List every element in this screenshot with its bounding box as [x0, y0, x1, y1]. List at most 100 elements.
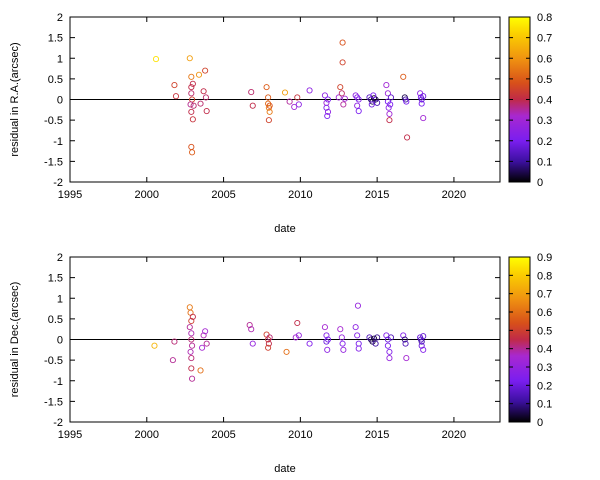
- dec-colorbar-tick-label: 0.5: [537, 325, 552, 337]
- dec-data-point: [374, 334, 381, 341]
- dec-y-tick-label: -1: [53, 376, 63, 388]
- dec-colorbar-tick-label: 0.7: [537, 289, 552, 301]
- ra-colorbar-tick-label: 0.1: [537, 156, 552, 168]
- ra-data-point: [171, 82, 178, 89]
- ra-x-ticks: 1995 2000 2005 2010 2015 2020: [58, 17, 466, 201]
- ra-x-tick-label: 2020: [442, 189, 466, 201]
- dec-data-point: [292, 334, 299, 341]
- ra-points: [152, 39, 427, 156]
- ra-data-point: [371, 95, 378, 102]
- dec-data-point: [352, 324, 359, 331]
- ra-data-point: [403, 98, 410, 105]
- dec-data-point: [400, 332, 407, 339]
- ra-data-point: [418, 100, 425, 107]
- ra-data-point: [323, 99, 330, 106]
- ra-data-point: [340, 101, 347, 108]
- dec-data-point: [420, 333, 427, 340]
- dec-data-point: [266, 334, 273, 341]
- ra-x-tick-label: 1995: [58, 189, 82, 201]
- ra-data-point: [339, 39, 346, 46]
- ra-data-point: [263, 84, 270, 91]
- dec-data-point: [306, 340, 313, 347]
- dec-data-point: [263, 331, 270, 338]
- dec-data-point: [188, 365, 195, 372]
- dec-data-point: [339, 340, 346, 347]
- ra-data-point: [188, 73, 195, 80]
- ra-y-ticks: -2 -1.5 -1 -0.5 0 0.5 1 1.5 2: [44, 12, 500, 189]
- dec-x-tick-label: 2015: [365, 429, 389, 441]
- dec-points: [151, 302, 427, 382]
- dec-data-point: [283, 348, 290, 355]
- ra-colorbar-tick-label: 0.6: [537, 53, 552, 65]
- dec-data-point: [384, 342, 391, 349]
- ra-data-point: [265, 94, 272, 101]
- dec-data-point: [171, 338, 178, 345]
- dec-y-tick-label: 1: [57, 293, 63, 305]
- dec-x-ticks: 1995 2000 2005 2010 2015 2020: [58, 257, 466, 441]
- dec-data-point: [169, 357, 176, 364]
- dec-data-point: [248, 326, 255, 333]
- ra-data-point: [186, 55, 193, 62]
- ra-data-point: [188, 90, 195, 97]
- dec-colorbar: [508, 256, 531, 423]
- ra-data-point: [188, 84, 195, 91]
- ra-data-point: [203, 108, 210, 115]
- ra-data-point: [248, 89, 255, 96]
- ra-data-point: [384, 90, 391, 97]
- ra-data-point: [323, 104, 330, 111]
- dec-data-point: [200, 332, 207, 339]
- ra-data-point: [189, 80, 196, 87]
- ra-data-point: [265, 117, 272, 124]
- ra-data-point: [368, 101, 375, 108]
- dec-colorbar-tick-label: 0.9: [537, 252, 552, 264]
- ra-data-point: [321, 92, 328, 99]
- dec-x-tick-label: 1995: [58, 429, 82, 441]
- ra-y-tick-label: 1: [57, 53, 63, 65]
- dec-colorbar-tick-label: 0.4: [537, 344, 552, 356]
- ra-data-point: [200, 88, 207, 95]
- ra-data-point: [172, 93, 180, 100]
- dec-data-point: [340, 346, 347, 353]
- dec-y-tick-label: -2: [53, 417, 63, 429]
- dec-data-point: [188, 330, 195, 337]
- ra-data-point: [324, 112, 331, 120]
- ra-y-tick-label: 2: [57, 12, 63, 24]
- dec-data-point: [372, 340, 379, 347]
- ra-data-point: [400, 73, 407, 80]
- dec-data-point: [294, 319, 301, 327]
- ra-data-point: [286, 98, 293, 105]
- ra-data-point: [324, 108, 332, 115]
- ra-data-point: [354, 102, 361, 109]
- ra-data-point: [420, 115, 427, 122]
- ra-y-tick-label: -2: [53, 177, 63, 189]
- ra-data-point: [341, 95, 348, 102]
- dec-data-point: [418, 342, 425, 349]
- dec-data-point: [355, 340, 362, 347]
- dec-x-axis-label: date: [274, 463, 295, 475]
- ra-data-point: [281, 89, 289, 96]
- dec-data-point: [188, 336, 195, 343]
- dec-data-point: [403, 355, 410, 362]
- dec-data-point: [189, 313, 196, 320]
- dec-data-point: [186, 304, 193, 311]
- ra-y-tick-label: -0.5: [44, 115, 63, 127]
- ra-data-point: [266, 102, 273, 109]
- ra-y-tick-label: -1: [53, 136, 63, 148]
- ra-x-axis-label: date: [274, 223, 295, 235]
- dec-data-point: [386, 355, 393, 362]
- ra-data-point: [324, 96, 332, 103]
- ra-data-point: [335, 94, 342, 101]
- ra-data-point: [387, 94, 395, 101]
- dec-data-point: [197, 367, 204, 374]
- ra-data-point: [385, 104, 392, 111]
- dec-x-tick-label: 2005: [211, 429, 235, 441]
- ra-data-point: [355, 108, 362, 115]
- dec-colorbar-tick-label: 0.1: [537, 399, 552, 411]
- ra-data-point: [152, 56, 160, 63]
- dec-data-point: [203, 340, 210, 347]
- ra-data-point: [195, 71, 203, 78]
- dec-colorbar-tick-label: 0.3: [537, 362, 552, 374]
- ra-colorbar-tick-label: 0.3: [537, 115, 552, 127]
- dec-data-point: [186, 324, 193, 331]
